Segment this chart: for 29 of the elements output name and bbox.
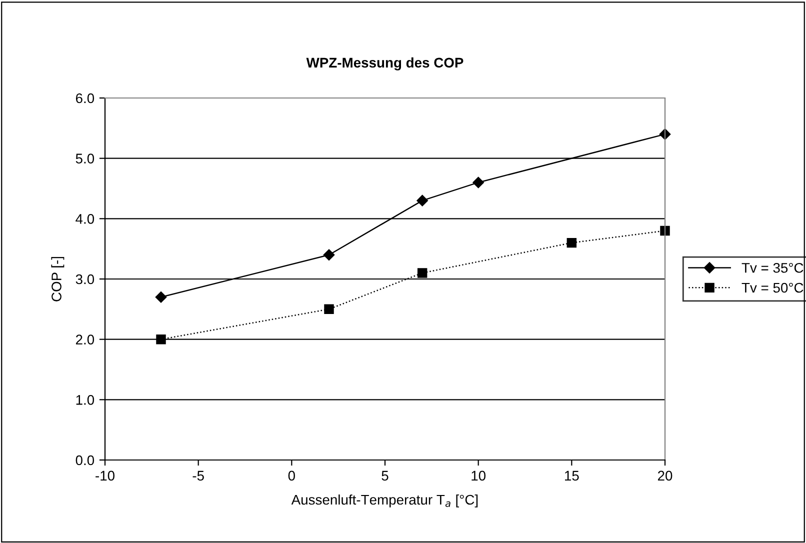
point <box>566 238 577 248</box>
chart-title: WPZ-Messung des COP <box>306 57 464 70</box>
y-axis-title: COP [-] <box>51 256 64 302</box>
point <box>323 249 335 260</box>
point <box>417 268 428 278</box>
y-tick-label: 4.0 <box>76 214 94 224</box>
y-tick-label: 2.0 <box>76 334 94 345</box>
x-tick-label: -10 <box>96 470 114 481</box>
x-tick-label: 10 <box>472 470 486 481</box>
legend-label: Tv = 35°C <box>742 262 804 273</box>
x-tick-label: 0 <box>288 470 295 481</box>
point <box>660 226 670 236</box>
y-tick-label: 1.0 <box>76 395 94 405</box>
point <box>416 194 428 206</box>
y-tick-label: 3.0 <box>76 274 94 284</box>
point <box>472 176 484 188</box>
y-tick-label: 0.0 <box>76 455 94 466</box>
y-tick-label: 5.0 <box>76 154 94 164</box>
point <box>659 128 671 140</box>
x-axis-title: Aussenluft-Temperatur T$_{a}$ [°C] <box>291 494 478 508</box>
legend-label: Tv = 50°C <box>742 282 804 293</box>
point <box>155 291 167 303</box>
x-tick-label: -5 <box>192 470 204 481</box>
x-tick-label: 5 <box>382 470 388 481</box>
x-tick-label: 15 <box>565 470 579 481</box>
x-tick-label: 20 <box>658 470 672 481</box>
point <box>324 304 334 314</box>
point <box>156 334 166 344</box>
y-tick-label: 6.0 <box>76 93 94 104</box>
